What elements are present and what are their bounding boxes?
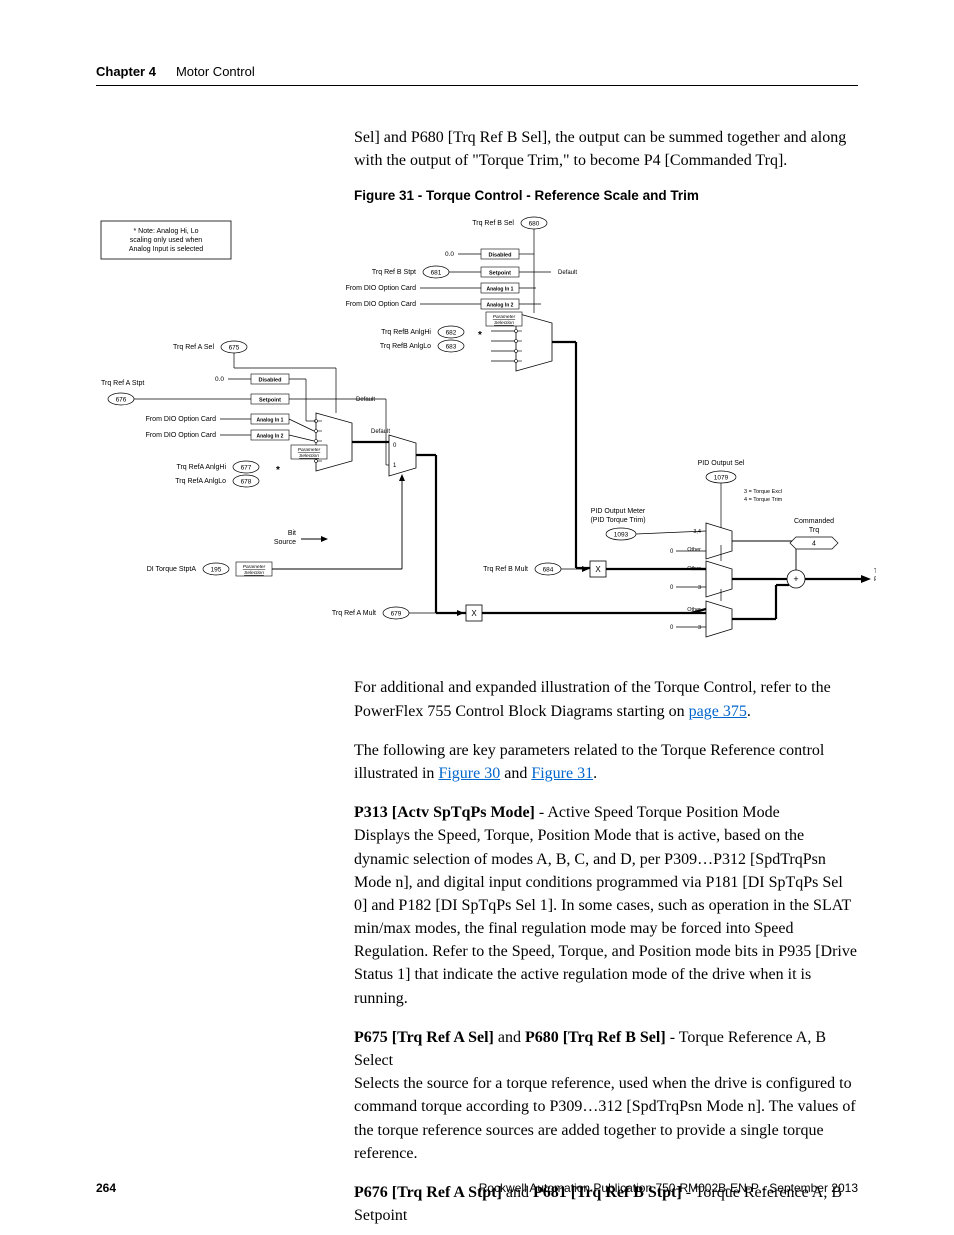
p678: 678: [241, 479, 252, 486]
pid-out-l1: 3 = Torque Excl: [744, 489, 782, 495]
from-dio-b1: From DIO Option Card: [346, 285, 417, 292]
p1093: 1093: [614, 532, 629, 539]
intro-paragraph: Sel] and P680 [Trq Ref B Sel], the outpu…: [354, 126, 858, 172]
default-a: Default: [356, 397, 375, 403]
param-sel-di1: Parameter: [243, 564, 266, 570]
pid-torque-trim: (PID Torque Trim): [590, 517, 645, 524]
four: 4: [812, 541, 816, 548]
disabled-a: Disabled: [259, 378, 282, 384]
setpoint-a: Setpoint: [259, 398, 281, 404]
param-sel-a2: Selection: [299, 453, 319, 459]
pid-output-sel: PID Output Sel: [698, 460, 745, 467]
trq-refb-anlglo: Trq RefB AnlgLo: [380, 343, 431, 350]
analog-in2-b: Analog In 2: [487, 303, 514, 309]
page-footer: 264 Rockwell Automation Publication 750-…: [96, 1181, 858, 1195]
zero3: 0: [670, 625, 674, 631]
and-txt: and: [500, 765, 531, 782]
trq-ref-b-stpt-label: Trq Ref B Stpt: [372, 269, 416, 276]
page-header: Chapter 4 Motor Control: [96, 64, 858, 86]
mux34: 3,4: [693, 529, 701, 535]
note-line2: scaling only used when: [130, 237, 202, 244]
figure-caption: Figure 31 - Torque Control - Reference S…: [354, 188, 858, 203]
analog-in1-b: Analog In 1: [487, 287, 514, 293]
trq-ref-a-stpt: Trq Ref A Stpt: [101, 380, 144, 387]
p677: 677: [241, 465, 252, 472]
trq-refa-anlghi: Trq RefA AnlgHi: [176, 464, 226, 471]
from-dio-a1: From DIO Option Card: [146, 416, 217, 423]
p313-head: P313 [Actv SpTqPs Mode]: [354, 804, 535, 821]
p313-block: P313 [Actv SpTqPs Mode] - Active Speed T…: [354, 801, 858, 1010]
link-page375[interactable]: page 375: [689, 703, 747, 720]
three2: 3: [698, 585, 701, 591]
p313-rest: - Active Speed Torque Position Mode: [535, 804, 780, 821]
three3: 3: [698, 625, 701, 631]
p679: 679: [391, 611, 402, 618]
analog-in1-a: Analog In 1: [257, 418, 284, 424]
zero1: 0: [670, 549, 674, 555]
p683: 683: [446, 344, 457, 351]
param-sel-di2: Selection: [244, 570, 264, 576]
x-a: X: [471, 609, 477, 618]
param-sel-b-1: Parameter: [493, 314, 516, 320]
p675: 675: [229, 345, 240, 352]
di-torque-stpta: DI Torque StptA: [147, 566, 197, 573]
bit-label: Bit: [288, 530, 296, 537]
p195: 195: [211, 567, 222, 574]
from-dio-b2: From DIO Option Card: [346, 301, 417, 308]
page-number: 264: [96, 1181, 116, 1195]
p1079: 1079: [714, 475, 729, 482]
chapter-label: Chapter 4: [96, 64, 156, 79]
trq-refb-anlghi: Trq RefB AnlgHi: [381, 329, 431, 336]
p675-block: P675 [Trq Ref A Sel] and P680 [Trq Ref B…: [354, 1026, 858, 1165]
plus: +: [793, 574, 798, 584]
param-sel-a1: Parameter: [298, 447, 321, 453]
note-line1: * Note: Analog Hi, Lo: [134, 228, 199, 235]
trq-ref-a-mult: Trq Ref A Mult: [332, 610, 376, 617]
chapter-title: Motor Control: [176, 64, 255, 79]
other1: Other: [687, 547, 701, 553]
p684: 684: [543, 567, 554, 574]
pid-output-meter: PID Output Meter: [591, 508, 646, 515]
p675-head1: P675 [Trq Ref A Sel]: [354, 1029, 494, 1046]
disabled-b: Disabled: [489, 253, 512, 259]
to-torq-1: To Torq Ctrl,: [874, 568, 876, 575]
default-mux-a: Default: [371, 429, 390, 435]
zero2: 0: [670, 585, 674, 591]
p682: 682: [446, 330, 457, 337]
link-fig31[interactable]: Figure 31: [531, 765, 593, 782]
x-b: X: [595, 565, 601, 574]
default-b: Default: [558, 270, 577, 276]
figure-diagram: * Note: Analog Hi, Lo scaling only used …: [96, 213, 858, 648]
publication-info: Rockwell Automation Publication 750-RM00…: [479, 1181, 858, 1195]
to-torq-2: Process Ctrl: [874, 576, 876, 583]
pid-out-l2: 4 = Torque Trim: [744, 497, 783, 503]
source-label: Source: [274, 539, 296, 546]
trq-ref-b-mult: Trq Ref B Mult: [483, 566, 528, 573]
star-a: *: [276, 465, 280, 476]
setpoint-b: Setpoint: [489, 271, 511, 277]
para-additional: For additional and expanded illustration…: [354, 676, 858, 722]
trq-ref-b-sel-label: Trq Ref B Sel: [472, 220, 514, 227]
p675-and: and: [494, 1029, 525, 1046]
analog-in2-a: Analog In 2: [257, 434, 284, 440]
p681: 681: [431, 270, 442, 277]
zero-b: 0.0: [445, 251, 454, 258]
trq-ref-a-sel: Trq Ref A Sel: [173, 344, 214, 351]
commanded-label2: Trq: [809, 527, 819, 534]
link-fig30[interactable]: Figure 30: [438, 765, 500, 782]
from-dio-a2: From DIO Option Card: [146, 432, 217, 439]
commanded-label1: Commanded: [794, 518, 834, 525]
para-following: The following are key parameters related…: [354, 739, 858, 785]
zero-a: 0.0: [215, 376, 224, 383]
p675-body: Selects the source for a torque referenc…: [354, 1075, 856, 1162]
p680: 680: [529, 221, 540, 228]
note-line3: Analog Input is selected: [129, 246, 203, 253]
para-additional-text: For additional and expanded illustration…: [354, 679, 831, 719]
p675-head2: P680 [Trq Ref B Sel]: [525, 1029, 666, 1046]
trq-refa-anlglo: Trq RefA AnlgLo: [175, 478, 226, 485]
p676: 676: [116, 397, 127, 404]
p313-body: Displays the Speed, Torque, Position Mod…: [354, 827, 857, 1006]
star-b: *: [478, 330, 482, 341]
param-sel-b-2: Selection: [494, 320, 514, 326]
